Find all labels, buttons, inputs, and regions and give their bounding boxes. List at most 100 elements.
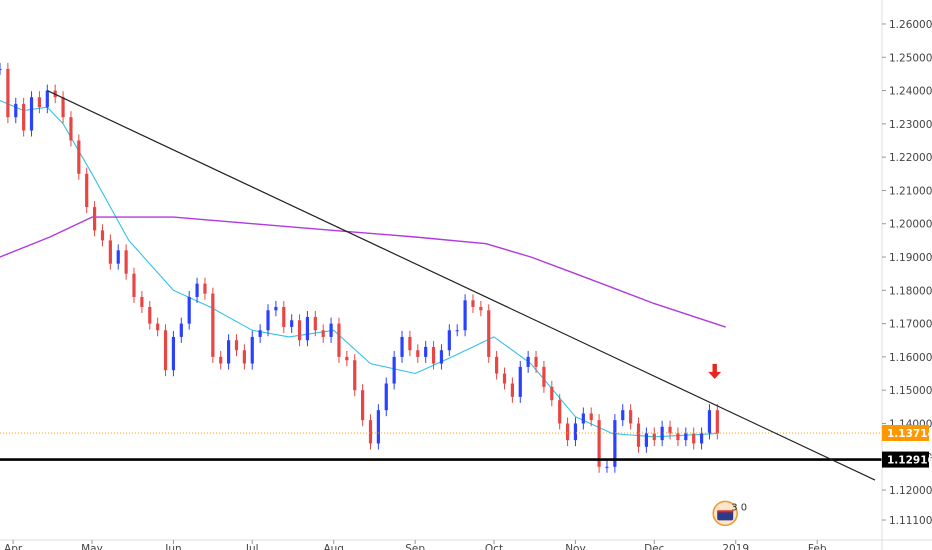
candle-body bbox=[140, 296, 144, 307]
candle-body bbox=[361, 390, 365, 421]
candle-body bbox=[242, 350, 246, 364]
x-tick-label: Feb bbox=[808, 543, 827, 550]
candle-body bbox=[22, 103, 26, 131]
candle-body bbox=[305, 316, 310, 341]
candle-body bbox=[116, 250, 120, 264]
y-tick-label: 1.22000 bbox=[889, 152, 932, 164]
price-tag-1.12916: 1.12916 bbox=[882, 451, 932, 468]
candle-body bbox=[558, 400, 562, 424]
y-tick-label: 1.26000 bbox=[889, 19, 932, 31]
y-tick-label: 1.23000 bbox=[889, 119, 932, 131]
candle-body bbox=[108, 240, 112, 264]
candle-body bbox=[345, 356, 349, 361]
candle-body bbox=[179, 323, 183, 337]
candle-body bbox=[37, 97, 42, 108]
candle-body bbox=[227, 340, 231, 364]
candle-body bbox=[439, 350, 444, 364]
x-tick-label: Sep bbox=[405, 543, 425, 550]
candle-body bbox=[542, 366, 546, 387]
candle-body bbox=[392, 356, 396, 384]
price-tag-box bbox=[882, 424, 929, 441]
candle-body bbox=[85, 173, 89, 208]
candle-body bbox=[589, 413, 593, 421]
price-tag-label: 1.12916 bbox=[887, 455, 932, 467]
candle-body bbox=[45, 90, 49, 108]
candle-body bbox=[61, 97, 65, 118]
bubble-count: 3 0 bbox=[731, 502, 747, 513]
y-tick-label: 1.17000 bbox=[889, 319, 932, 331]
candle-body bbox=[597, 420, 601, 467]
candle-body bbox=[455, 330, 459, 332]
x-tick-label: 2019 bbox=[722, 543, 749, 550]
x-tick-label: Nov bbox=[565, 543, 586, 550]
candle-body bbox=[400, 336, 404, 357]
candle-body bbox=[495, 356, 499, 374]
candle-body bbox=[156, 323, 160, 331]
price-tag-label: 1.13714 bbox=[887, 428, 932, 440]
line-series-ma_slow bbox=[0, 216, 726, 328]
candle-body bbox=[14, 103, 18, 118]
candle-body bbox=[573, 423, 578, 441]
candle-body bbox=[250, 336, 254, 364]
y-tick-label: 1.19000 bbox=[889, 252, 932, 264]
flag-bubble-icon: 3 0 bbox=[712, 500, 747, 527]
candle-body bbox=[636, 423, 641, 447]
candle-body bbox=[471, 300, 475, 307]
candle-body bbox=[463, 300, 467, 331]
candle-body bbox=[321, 330, 325, 337]
candle-body bbox=[518, 366, 522, 397]
candle-body bbox=[163, 330, 168, 371]
y-tick-label: 1.20000 bbox=[889, 219, 932, 231]
candle-body bbox=[234, 340, 239, 351]
candle-body bbox=[132, 273, 136, 297]
y-tick-label: 1.18000 bbox=[889, 285, 932, 297]
candle-body bbox=[684, 433, 688, 441]
candle-body bbox=[0, 68, 2, 70]
x-tick-label: Jul bbox=[245, 543, 259, 550]
candle-body bbox=[69, 117, 73, 141]
candle-body bbox=[297, 320, 302, 341]
y-tick-label: 1.24000 bbox=[889, 86, 932, 98]
line-series-ma_fast bbox=[0, 99, 718, 438]
candle-body bbox=[660, 426, 664, 441]
candle-body bbox=[124, 250, 128, 274]
candle-body bbox=[203, 283, 207, 294]
x-tick-label: Aug bbox=[323, 543, 344, 550]
bubble-flag bbox=[717, 510, 734, 521]
candle-body bbox=[266, 310, 270, 331]
x-tick-label: Dec bbox=[644, 543, 665, 550]
x-tick-label: Apr bbox=[4, 543, 23, 550]
x-tick-label: May bbox=[81, 543, 103, 550]
candle-body bbox=[416, 350, 420, 357]
candle-body bbox=[195, 283, 199, 297]
candle-body bbox=[6, 68, 10, 118]
candle-body bbox=[715, 410, 719, 434]
ma-layer bbox=[0, 99, 726, 438]
down-arrow-icon bbox=[708, 363, 722, 379]
candle-body bbox=[29, 97, 34, 131]
candle-body bbox=[534, 356, 538, 367]
candle-body bbox=[581, 413, 585, 424]
y-tick-label: 1.21000 bbox=[889, 185, 932, 197]
candle-body bbox=[526, 356, 530, 367]
y-tick-label: 1.12000 bbox=[889, 485, 932, 497]
candle-body bbox=[376, 410, 380, 444]
candle-body bbox=[502, 373, 507, 384]
candle-body bbox=[100, 230, 105, 241]
candle-body bbox=[258, 330, 262, 337]
x-tick-label: Jun bbox=[164, 543, 181, 550]
candle-body bbox=[668, 426, 672, 434]
bubble-stripe bbox=[717, 510, 734, 513]
candle-body bbox=[613, 420, 617, 467]
candle-body bbox=[290, 320, 294, 327]
candle-body bbox=[431, 346, 436, 364]
y-tick-label: 1.11100 bbox=[889, 515, 932, 527]
candle-body bbox=[707, 410, 712, 434]
candle-body bbox=[479, 306, 483, 311]
candle-body bbox=[629, 410, 633, 424]
candle-layer bbox=[0, 62, 719, 473]
candle-body bbox=[313, 316, 317, 331]
candle-body bbox=[699, 433, 704, 444]
